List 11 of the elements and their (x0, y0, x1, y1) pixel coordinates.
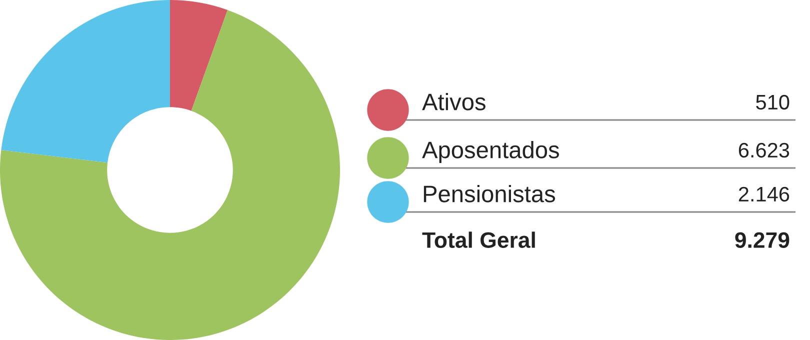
donut-slice (170, 0, 228, 111)
text: 9.279 (735, 232, 790, 248)
donut-slice (0, 10, 340, 340)
data-label: 510 (756, 94, 790, 110)
text: Total Geral (422, 232, 535, 248)
legend-label: Ativos (422, 92, 486, 110)
legend-label: Aposentados (422, 140, 559, 164)
data-label: 6.623 (738, 142, 790, 158)
donut-slice (1, 0, 170, 163)
data-label: 2.146 (738, 186, 790, 202)
legend-label: Pensionistas (424, 184, 556, 202)
